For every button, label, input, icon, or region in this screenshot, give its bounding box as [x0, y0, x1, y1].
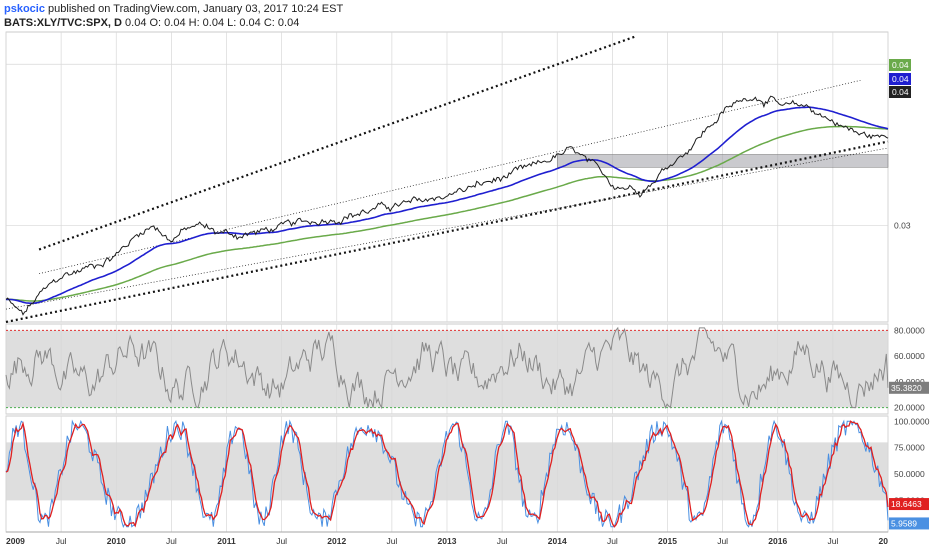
x-axis-label: 2014: [548, 536, 567, 546]
rsi-y-tick: 20.0000: [894, 403, 925, 413]
rsi-y-tick: 80.0000: [894, 325, 925, 335]
x-axis-label: 2012: [327, 536, 346, 546]
price-line: [5, 95, 889, 316]
symbol-label[interactable]: BATS:XLY/TVC:SPX, D: [4, 17, 122, 29]
ohlc-values: 0.04 O: 0.04 H: 0.04 L: 0.04 C: 0.04: [125, 17, 300, 29]
chart-header: pskocic published on TradingView.com, Ja…: [4, 2, 343, 30]
rsi-panel[interactable]: [5, 326, 889, 410]
support-zone: [557, 154, 889, 168]
x-axis-label: Jul: [166, 536, 177, 546]
x-axis-label: 2009: [6, 536, 25, 546]
last-value-badge: [889, 86, 911, 98]
x-axis-label: Jul: [497, 536, 508, 546]
x-axis-label: 2016: [768, 536, 787, 546]
last-value-badge: [889, 73, 911, 85]
axes: 0.040.030.040.040.0480.000060.000040.000…: [6, 59, 930, 546]
publish-info: published on TradingView.com, January 03…: [48, 3, 344, 15]
x-axis-label: Jul: [386, 536, 397, 546]
publish-line: pskocic published on TradingView.com, Ja…: [4, 2, 343, 16]
rsi-line: [5, 326, 889, 410]
x-axis-label: Jul: [717, 536, 728, 546]
x-axis-label: 2010: [107, 536, 126, 546]
stoch-y-tick: 100.0000: [894, 416, 930, 426]
ema-fast-line: [5, 106, 889, 304]
x-axis-label: 20: [879, 536, 889, 546]
channel-mid-lower-line: [5, 147, 889, 310]
stoch-d-line: [5, 420, 889, 528]
last-value-badge: [889, 59, 911, 71]
channel-lower-line: [5, 140, 889, 324]
stoch-band: [6, 442, 888, 501]
stoch-y-tick: 75.0000: [894, 443, 925, 453]
rsi-y-tick: 60.0000: [894, 351, 925, 361]
rsi-last-value: 35.3820: [891, 383, 922, 393]
x-axis-label: 2013: [438, 536, 457, 546]
x-axis-label: 2015: [658, 536, 677, 546]
stoch-d-last-value: 18.6463: [891, 499, 922, 509]
stochastic-panel[interactable]: [5, 419, 889, 529]
x-axis-label: Jul: [827, 536, 838, 546]
x-axis-label: Jul: [607, 536, 618, 546]
stoch-k-badge: [889, 517, 929, 530]
x-axis-label: Jul: [276, 536, 287, 546]
symbol-line: BATS:XLY/TVC:SPX, D 0.04 O: 0.04 H: 0.04…: [4, 16, 343, 30]
ema-slow-line: [6, 125, 889, 302]
last-value-label: 0.04: [892, 60, 909, 70]
channel-upper-line: [38, 35, 635, 251]
stoch-k-last-value: 5.9589: [891, 518, 917, 528]
last-value-label: 0.04: [892, 74, 909, 84]
last-value-label: 0.04: [892, 87, 909, 97]
stoch-d-badge: [889, 498, 929, 511]
x-axis-label: Jul: [56, 536, 67, 546]
x-axis-label: 2011: [217, 536, 236, 546]
stoch-y-tick: 50.0000: [894, 469, 925, 479]
price-y-tick: 0.03: [894, 220, 911, 230]
rsi-last-badge: [889, 381, 929, 394]
author-link[interactable]: pskocic: [4, 3, 45, 15]
price-panel[interactable]: [5, 35, 889, 324]
